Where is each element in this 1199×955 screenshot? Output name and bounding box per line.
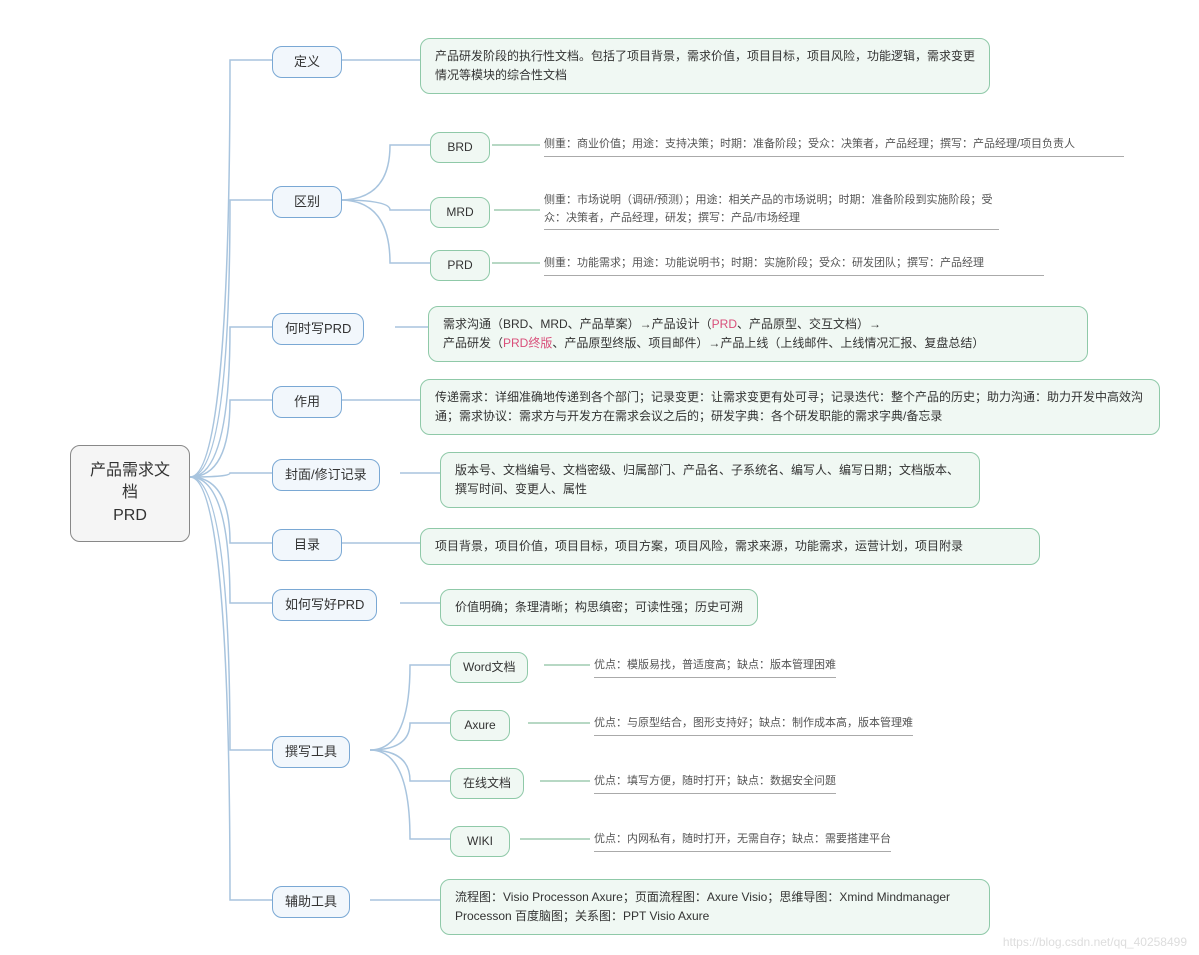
branch-howto-label: 如何写好PRD xyxy=(285,596,364,614)
note-word: 优点：模版易找，普适度高；缺点：版本管理困难 xyxy=(594,657,836,678)
branch-aux-label: 辅助工具 xyxy=(285,893,337,911)
branch-difference[interactable]: 区别 xyxy=(272,186,342,218)
leaf-when[interactable]: 需求沟通（BRD、MRD、产品草案）→产品设计（PRD、产品原型、交互文档）→ … xyxy=(428,306,1088,362)
note-axure: 优点：与原型结合，图形支持好；缺点：制作成本高，版本管理难 xyxy=(594,715,913,736)
leaf-howto-text: 价值明确；条理清晰；构思缜密；可读性强；历史可溯 xyxy=(455,598,743,617)
node-axure-label: Axure xyxy=(464,717,495,734)
leaf-purpose-text: 传递需求：详细准确地传递到各个部门；记录变更：让需求变更有处可寻；记录迭代：整个… xyxy=(435,388,1145,426)
branch-tools-label: 撰写工具 xyxy=(285,743,337,761)
branch-definition[interactable]: 定义 xyxy=(272,46,342,78)
node-online[interactable]: 在线文档 xyxy=(450,768,524,799)
leaf-aux[interactable]: 流程图：Visio Processon Axure；页面流程图：Axure Vi… xyxy=(440,879,990,935)
leaf-cover-text: 版本号、文档编号、文档密级、归属部门、产品名、子系统名、编写人、编写日期；文档版… xyxy=(455,461,965,499)
node-brd[interactable]: BRD xyxy=(430,132,490,163)
branch-definition-label: 定义 xyxy=(294,53,320,71)
note-online: 优点：填写方便，随时打开；缺点：数据安全问题 xyxy=(594,773,836,794)
node-wiki[interactable]: WIKI xyxy=(450,826,510,857)
leaf-purpose[interactable]: 传递需求：详细准确地传递到各个部门；记录变更：让需求变更有处可寻；记录迭代：整个… xyxy=(420,379,1160,435)
leaf-definition[interactable]: 产品研发阶段的执行性文档。包括了项目背景，需求价值，项目目标，项目风险，功能逻辑… xyxy=(420,38,990,94)
leaf-when-text: 需求沟通（BRD、MRD、产品草案）→产品设计（PRD、产品原型、交互文档）→ … xyxy=(443,315,984,353)
note-wiki: 优点：内网私有，随时打开，无需自存；缺点：需要搭建平台 xyxy=(594,831,891,852)
node-axure[interactable]: Axure xyxy=(450,710,510,741)
node-prd[interactable]: PRD xyxy=(430,250,490,281)
note-brd: 侧重：商业价值；用途：支持决策；时期：准备阶段；受众：决策者，产品经理；撰写：产… xyxy=(544,136,1124,157)
branch-toc[interactable]: 目录 xyxy=(272,529,342,561)
branch-difference-label: 区别 xyxy=(294,193,320,211)
leaf-aux-text: 流程图：Visio Processon Axure；页面流程图：Axure Vi… xyxy=(455,888,975,926)
node-prd-label: PRD xyxy=(447,257,472,274)
leaf-toc-text: 项目背景，项目价值，项目目标，项目方案，项目风险，需求来源，功能需求，运营计划，… xyxy=(435,537,963,556)
note-mrd: 侧重：市场说明（调研/预测）；用途：相关产品的市场说明；时期：准备阶段到实施阶段… xyxy=(544,192,999,230)
branch-purpose[interactable]: 作用 xyxy=(272,386,342,418)
branch-cover-label: 封面/修订记录 xyxy=(285,466,367,484)
branch-howto[interactable]: 如何写好PRD xyxy=(272,589,377,621)
branch-cover[interactable]: 封面/修订记录 xyxy=(272,459,380,491)
node-online-label: 在线文档 xyxy=(463,775,511,792)
node-mrd-label: MRD xyxy=(446,204,473,221)
leaf-cover[interactable]: 版本号、文档编号、文档密级、归属部门、产品名、子系统名、编写人、编写日期；文档版… xyxy=(440,452,980,508)
branch-when[interactable]: 何时写PRD xyxy=(272,313,364,345)
branch-aux[interactable]: 辅助工具 xyxy=(272,886,350,918)
branch-when-label: 何时写PRD xyxy=(285,320,351,338)
watermark: https://blog.csdn.net/qq_40258499 xyxy=(1003,935,1187,949)
node-brd-label: BRD xyxy=(447,139,472,156)
root-label: 产品需求文档PRD xyxy=(89,460,171,527)
node-word[interactable]: Word文档 xyxy=(450,652,528,683)
leaf-toc[interactable]: 项目背景，项目价值，项目目标，项目方案，项目风险，需求来源，功能需求，运营计划，… xyxy=(420,528,1040,565)
node-mrd[interactable]: MRD xyxy=(430,197,490,228)
node-wiki-label: WIKI xyxy=(467,833,493,850)
branch-tools[interactable]: 撰写工具 xyxy=(272,736,350,768)
note-prd: 侧重：功能需求；用途：功能说明书；时期：实施阶段；受众：研发团队；撰写：产品经理 xyxy=(544,255,1044,276)
branch-toc-label: 目录 xyxy=(294,536,320,554)
leaf-definition-text: 产品研发阶段的执行性文档。包括了项目背景，需求价值，项目目标，项目风险，功能逻辑… xyxy=(435,47,975,85)
branch-purpose-label: 作用 xyxy=(294,393,320,411)
root-node[interactable]: 产品需求文档PRD xyxy=(70,445,190,542)
leaf-howto[interactable]: 价值明确；条理清晰；构思缜密；可读性强；历史可溯 xyxy=(440,589,758,626)
node-word-label: Word文档 xyxy=(463,659,515,676)
